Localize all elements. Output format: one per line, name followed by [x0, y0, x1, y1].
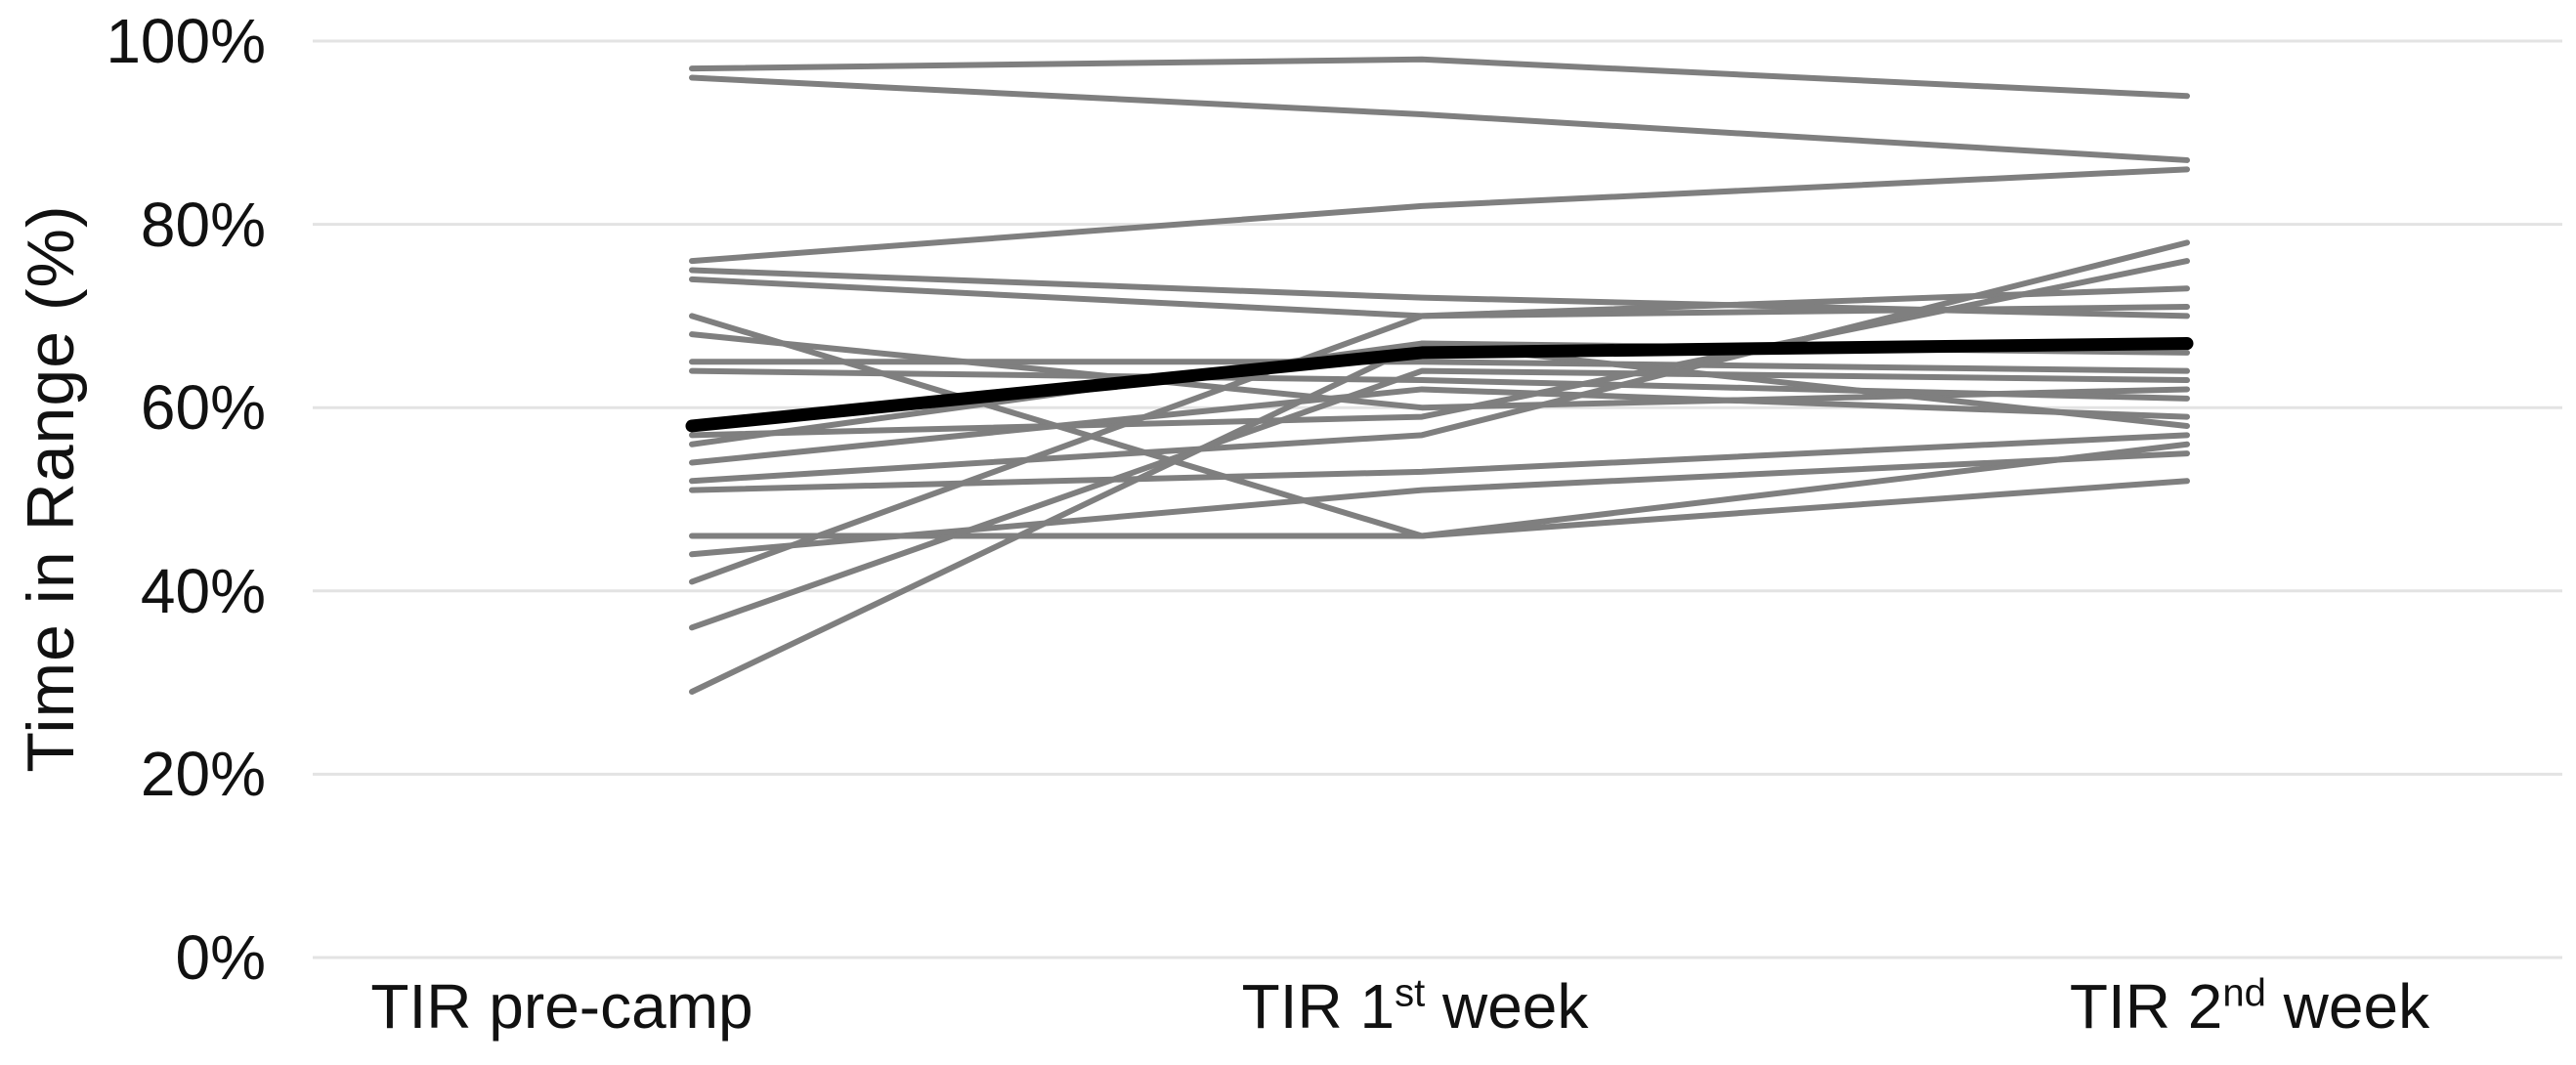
x-category-label: TIR pre-camp	[220, 967, 904, 1045]
participant-line	[689, 340, 2190, 695]
participant-line	[689, 478, 2190, 539]
y-tick-label: 20%	[140, 739, 266, 810]
participant-line	[689, 258, 2190, 439]
mean-line	[685, 337, 2194, 433]
participant-line	[689, 367, 2190, 402]
y-axis-title: Time in Range (%)	[14, 204, 88, 773]
participant-line	[689, 304, 2190, 585]
participant-line	[689, 74, 2190, 163]
y-tick-label: 80%	[140, 189, 266, 260]
x-category-label-superscript: st	[1395, 971, 1426, 1015]
participant-line	[689, 367, 2190, 631]
participant-line	[689, 331, 2190, 411]
participant-line	[689, 166, 2190, 265]
y-tick-label: 100%	[106, 6, 266, 76]
x-category-label: TIR 2nd week	[1908, 967, 2576, 1045]
x-category-label-rest: week	[1425, 971, 1589, 1042]
y-tick-label: 40%	[140, 555, 266, 626]
x-category-label-base: TIR 2	[2069, 971, 2223, 1042]
participant-line	[689, 450, 2190, 558]
participant-line	[689, 239, 2190, 485]
x-category-label-base: TIR pre-camp	[370, 971, 753, 1042]
x-category-label-rest: week	[2265, 971, 2430, 1042]
y-tick-label: 60%	[140, 372, 266, 444]
x-category-label-superscript: nd	[2222, 971, 2266, 1015]
participant-line	[689, 386, 2190, 466]
participant-line	[689, 56, 2190, 100]
x-category-label-base: TIR 1	[1241, 971, 1395, 1042]
participant-line	[689, 359, 2190, 374]
participant-line	[689, 432, 2190, 493]
y-tick-label: 0%	[175, 922, 267, 993]
x-category-label: TIR 1st week	[1073, 967, 1757, 1045]
